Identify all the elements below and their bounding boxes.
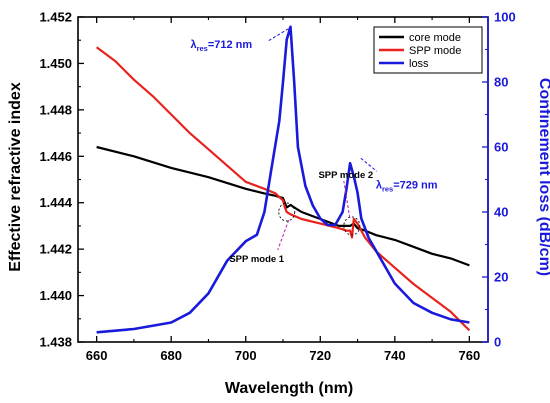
y-left-tick-label: 1.440 <box>39 288 72 303</box>
y-axis-left: 1.438 1.440 1.442 1.444 1.446 1.448 1.450 1.452 <box>39 10 84 350</box>
x-axis: 660 680 700 720 740 760 <box>86 17 480 363</box>
y-left-tick-label: 1.446 <box>39 149 72 164</box>
y-right-tick-label: 60 <box>494 140 508 155</box>
series-line-loss <box>96 25 470 334</box>
lambda-712-leader <box>268 28 289 42</box>
y-right-tick-label: 80 <box>494 75 508 90</box>
x-tick-label: 760 <box>459 348 481 363</box>
y-axis-label-left: Effective refractive index <box>7 82 24 272</box>
spp-mode-1-label: SPP mode 1 <box>229 254 284 265</box>
spp-mode-1-marker <box>278 202 296 222</box>
y-left-tick-label: 1.450 <box>39 56 72 71</box>
legend-label: loss <box>409 58 429 70</box>
y-left-tick-label: 1.448 <box>39 102 72 117</box>
y-left-tick-label: 1.442 <box>39 242 72 257</box>
y-left-tick-label: 1.444 <box>39 195 72 210</box>
y-axis-label-right: Confinement loss (dB/cm) <box>536 78 550 276</box>
x-tick-label: 740 <box>384 348 406 363</box>
x-tick-label: 680 <box>160 348 182 363</box>
series-layer <box>95 25 471 334</box>
lambda-729-leader <box>360 157 378 172</box>
y-right-tick-label: 20 <box>494 270 508 285</box>
spp-mode-2-marker <box>343 216 361 236</box>
series-line-core-mode <box>96 145 470 267</box>
lambda-729-label: λres=729 nm <box>376 179 438 193</box>
y-axis-right: 0 20 40 60 80 100 <box>482 10 516 350</box>
x-tick-label: 720 <box>309 348 331 363</box>
x-tick-label: 660 <box>86 348 108 363</box>
spp-mode-1-leader <box>277 219 290 251</box>
y-left-tick-label: 1.438 <box>39 335 72 350</box>
y-left-tick-label: 1.452 <box>39 10 72 25</box>
x-tick-label: 700 <box>235 348 257 363</box>
spp-mode-2-leader <box>343 180 351 219</box>
spp-mode-2-label: SPP mode 2 <box>318 170 373 181</box>
lambda-712-label: λres=712 nm <box>190 39 252 53</box>
annotation-layer: SPP mode 1 SPP mode 2 λres=712 nm λres=729 … <box>190 28 438 265</box>
y-right-tick-label: 100 <box>494 10 516 25</box>
legend-label: SPP mode <box>409 45 461 57</box>
y-right-tick-label: 0 <box>494 335 501 350</box>
legend-label: core mode <box>409 32 461 44</box>
y-right-tick-label: 40 <box>494 205 508 220</box>
x-axis-label: Wavelength (nm) <box>225 380 353 397</box>
